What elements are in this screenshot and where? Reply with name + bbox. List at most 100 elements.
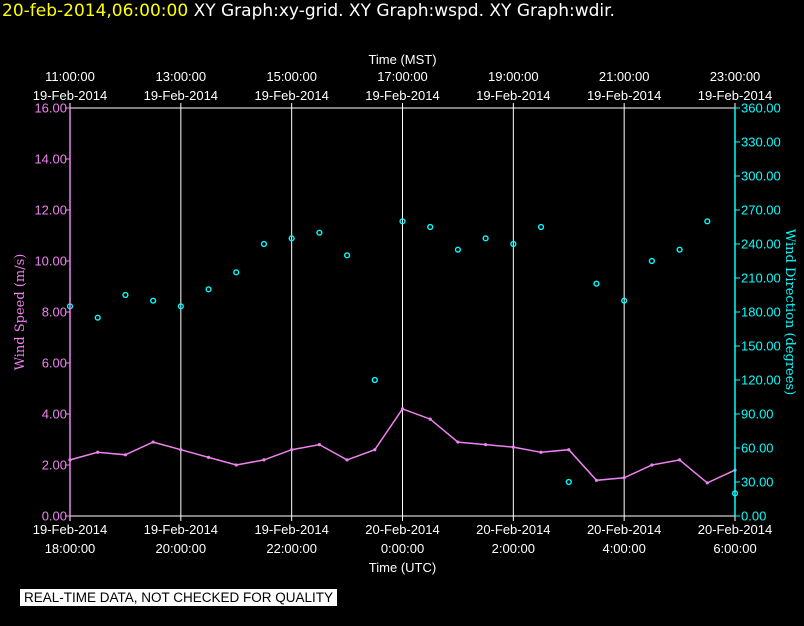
x-tick-label-utc-time: 18:00:00 [45, 541, 96, 556]
x-tick-label-utc-time: 0:00:00 [381, 541, 424, 556]
wind-speed-point [650, 463, 654, 467]
wind-direction-point [343, 252, 351, 259]
y-right-tick-label: 360.00 [741, 101, 781, 116]
wind-speed-point [567, 448, 571, 452]
quality-disclaimer: REAL-TIME DATA, NOT CHECKED FOR QUALITY [20, 589, 338, 606]
wind-speed-point [151, 440, 155, 444]
wind-direction-point [399, 218, 406, 225]
y-right-tick-label: 30.00 [741, 475, 774, 490]
wind-direction-point [94, 314, 101, 321]
y-left-tick-label: 2.00 [42, 458, 67, 473]
x-tick-label-utc-time: 6:00:00 [713, 541, 756, 556]
wind-direction-point [316, 229, 323, 236]
y-left-tick-label: 16.00 [34, 101, 67, 116]
x-tick-label-utc-time: 22:00:00 [266, 541, 317, 556]
wind-direction-point [122, 291, 129, 299]
x-tick-label-mst-time: 19:00:00 [488, 69, 539, 84]
x-tick-label-utc-time: 2:00:00 [492, 541, 535, 556]
wind-direction-point [233, 269, 240, 276]
x-tick-label-utc-time: 4:00:00 [602, 541, 645, 556]
y-right-tick-label: 0.00 [741, 509, 766, 524]
wind-speed-point [290, 448, 294, 452]
y-right-tick-label: 240.00 [741, 237, 781, 252]
x-tick-label-mst-date: 19-Feb-2014 [33, 88, 107, 103]
x-tick-label-mst-time: 23:00:00 [710, 69, 761, 84]
wind-speed-point [234, 463, 238, 467]
x-tick-label-utc-date: 20-Feb-2014 [476, 522, 550, 537]
x-tick-label-mst-time: 17:00:00 [377, 69, 428, 84]
x-tick-label-mst-time: 13:00:00 [156, 69, 207, 84]
wind-speed-point [179, 448, 183, 452]
wind-direction-point [593, 280, 600, 287]
x-tick-label-mst-date: 19-Feb-2014 [254, 88, 328, 103]
wind-speed-point [345, 458, 349, 462]
y-right-tick-label: 60.00 [741, 441, 774, 456]
y-left-tick-label: 0.00 [42, 509, 67, 524]
wind-speed-point [539, 450, 543, 454]
wind-direction-point [150, 297, 157, 304]
y-left-tick-label: 12.00 [34, 203, 67, 218]
y-left-tick-label: 8.00 [42, 305, 67, 320]
wind-speed-point [594, 478, 599, 482]
wind-speed-point [705, 481, 709, 485]
x-tick-label-mst-date: 19-Feb-2014 [476, 88, 550, 103]
y-axis-title-right: Wind Direction (degrees) [782, 229, 797, 395]
wind-direction-point [537, 223, 545, 231]
wind-speed-point [96, 450, 100, 454]
wind-direction-point [648, 257, 655, 265]
x-tick-label-mst-time: 21:00:00 [599, 69, 650, 84]
x-tick-label-mst-date: 19-Feb-2014 [365, 88, 439, 103]
y-left-tick-label: 4.00 [42, 407, 67, 422]
x-tick-label-utc-date: 20-Feb-2014 [698, 522, 772, 537]
wind-direction-point [371, 376, 378, 384]
wind-speed-point [622, 476, 626, 480]
wind-direction-point [288, 235, 295, 242]
wind-direction-point [621, 297, 628, 304]
wind-direction-point [454, 246, 462, 253]
wind-speed-point [317, 443, 321, 447]
wind-speed-point [373, 448, 377, 452]
x-tick-label-utc-date: 19-Feb-2014 [144, 522, 218, 537]
x-tick-label-mst-time: 15:00:00 [266, 69, 317, 84]
grid-lines [180, 108, 625, 516]
x-tick-label-utc-date: 20-Feb-2014 [587, 522, 661, 537]
y-right-tick-label: 150.00 [741, 339, 781, 354]
wind-direction-point [177, 303, 184, 310]
chart-header: 20-feb-2014,06:00:00 XY Graph:xy-grid. X… [2, 0, 615, 22]
graph-list: XY Graph:xy-grid. XY Graph:wspd. XY Grap… [193, 1, 615, 21]
x-tick-label-utc-date: 19-Feb-2014 [33, 522, 107, 537]
wind-direction-point [704, 218, 711, 225]
timestamp: 20-feb-2014,06:00:00 [2, 1, 189, 21]
x-tick-label-mst-time: 11:00:00 [45, 69, 95, 84]
series-layer [66, 218, 739, 497]
wind-speed-point [511, 445, 515, 449]
y-right-tick-label: 330.00 [741, 135, 781, 150]
x-tick-label-utc-date: 20-Feb-2014 [365, 522, 439, 537]
wind-speed-point [123, 453, 128, 457]
y-right-tick-label: 270.00 [741, 203, 781, 218]
wind-direction-point [427, 223, 434, 231]
y-right-tick-label: 90.00 [741, 407, 774, 422]
y-right-tick-label: 210.00 [741, 271, 781, 286]
y-left-tick-label: 14.00 [34, 152, 67, 167]
x-tick-label-utc-date: 19-Feb-2014 [254, 522, 328, 537]
wind-speed-point [400, 407, 405, 411]
y-right-tick-label: 180.00 [741, 305, 781, 320]
wind-speed-point [428, 417, 432, 421]
x-tick-label-mst-date: 19-Feb-2014 [144, 88, 218, 103]
wind-speed-point [206, 455, 211, 459]
axis-labels: 19-Feb-2014 18:00:00 19-Feb-2014 20:00:00 19… [13, 52, 797, 575]
axes-frame [65, 103, 740, 521]
x-tick-label-mst-date: 19-Feb-2014 [587, 88, 661, 103]
x-tick-label-utc-time: 20:00:00 [156, 541, 207, 556]
x-axis-title-utc: Time (UTC) [369, 560, 436, 575]
y-left-tick-label: 10.00 [34, 254, 67, 269]
x-tick-label-mst-date: 19-Feb-2014 [698, 88, 772, 103]
wind-speed-point [456, 440, 460, 444]
y-right-tick-label: 300.00 [741, 169, 781, 184]
wind-direction-point [565, 478, 572, 486]
wind-speed-point [677, 458, 682, 462]
y-left-tick-label: 6.00 [42, 356, 67, 371]
wind-direction-point [482, 235, 489, 242]
